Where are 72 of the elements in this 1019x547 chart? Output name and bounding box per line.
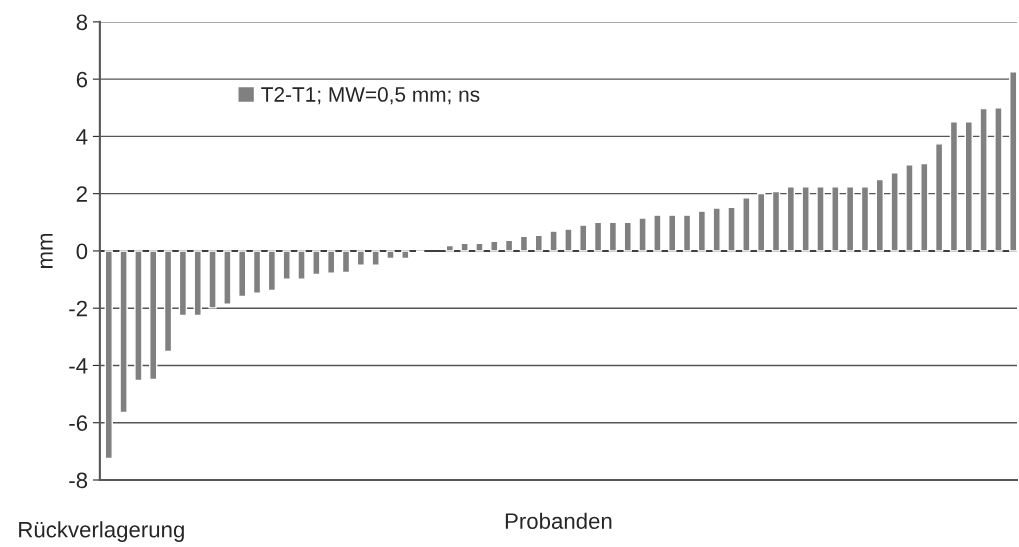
bar	[519, 235, 529, 252]
bar	[445, 244, 454, 252]
legend-label: T2-T1; MW=0,5 mm; ns	[261, 87, 480, 105]
x-axis-title: Probanden	[505, 512, 612, 529]
bar	[757, 192, 766, 252]
bar	[134, 250, 143, 382]
bar	[341, 250, 351, 274]
bar	[638, 217, 647, 252]
bar	[534, 234, 543, 252]
bar	[579, 224, 588, 252]
bar	[890, 172, 899, 252]
bar	[682, 214, 692, 252]
bar	[564, 228, 573, 252]
bar	[252, 250, 262, 295]
bar	[475, 242, 484, 252]
bar	[593, 221, 603, 252]
bar	[238, 250, 247, 298]
bar	[401, 250, 410, 260]
bar	[208, 250, 217, 309]
bar	[831, 186, 840, 252]
bar	[860, 186, 870, 252]
bar	[949, 121, 959, 252]
bar	[771, 190, 781, 252]
y-tick-label: -2	[69, 300, 87, 317]
bar	[608, 221, 618, 252]
bar	[712, 207, 721, 252]
bar	[104, 250, 113, 460]
bar	[490, 240, 499, 252]
bar	[668, 214, 677, 252]
bar	[845, 186, 855, 252]
bar	[653, 214, 662, 252]
text: Rückverlagerung	[19, 521, 184, 542]
bar	[119, 250, 128, 414]
bar	[994, 107, 1003, 252]
bar	[386, 250, 395, 260]
y-tick-label: -4	[69, 358, 88, 374]
bar	[326, 250, 336, 274]
bar	[875, 178, 884, 252]
bar	[312, 250, 321, 276]
bar	[223, 250, 232, 305]
bar	[816, 186, 825, 252]
bar	[727, 206, 736, 252]
bar	[460, 242, 469, 252]
bar	[549, 230, 558, 252]
y-tick-label: -8	[69, 472, 88, 489]
bar	[742, 196, 751, 252]
y-tick-label: 4	[76, 129, 88, 145]
bar	[801, 186, 810, 252]
y-tick-label: 8	[76, 14, 88, 31]
bar	[193, 250, 202, 317]
y-tick-label: -6	[69, 415, 88, 431]
bar	[964, 121, 973, 252]
bar	[149, 250, 158, 381]
bar	[697, 210, 707, 252]
bar	[163, 250, 173, 353]
bar	[905, 164, 914, 252]
bar	[786, 186, 796, 252]
bar	[178, 250, 188, 317]
bar	[297, 250, 306, 280]
bar	[504, 239, 514, 252]
bar	[979, 107, 988, 252]
y-tick-label: 2	[76, 186, 87, 202]
bar	[934, 143, 944, 252]
y-tick-label: 6	[76, 71, 88, 88]
bar	[623, 221, 632, 252]
bar	[267, 250, 277, 292]
bar	[356, 250, 366, 266]
bar	[920, 162, 929, 252]
y-axis-title: mm	[40, 233, 53, 268]
y-tick-label: 0	[76, 243, 88, 260]
bar	[371, 250, 380, 266]
bar	[282, 250, 291, 280]
